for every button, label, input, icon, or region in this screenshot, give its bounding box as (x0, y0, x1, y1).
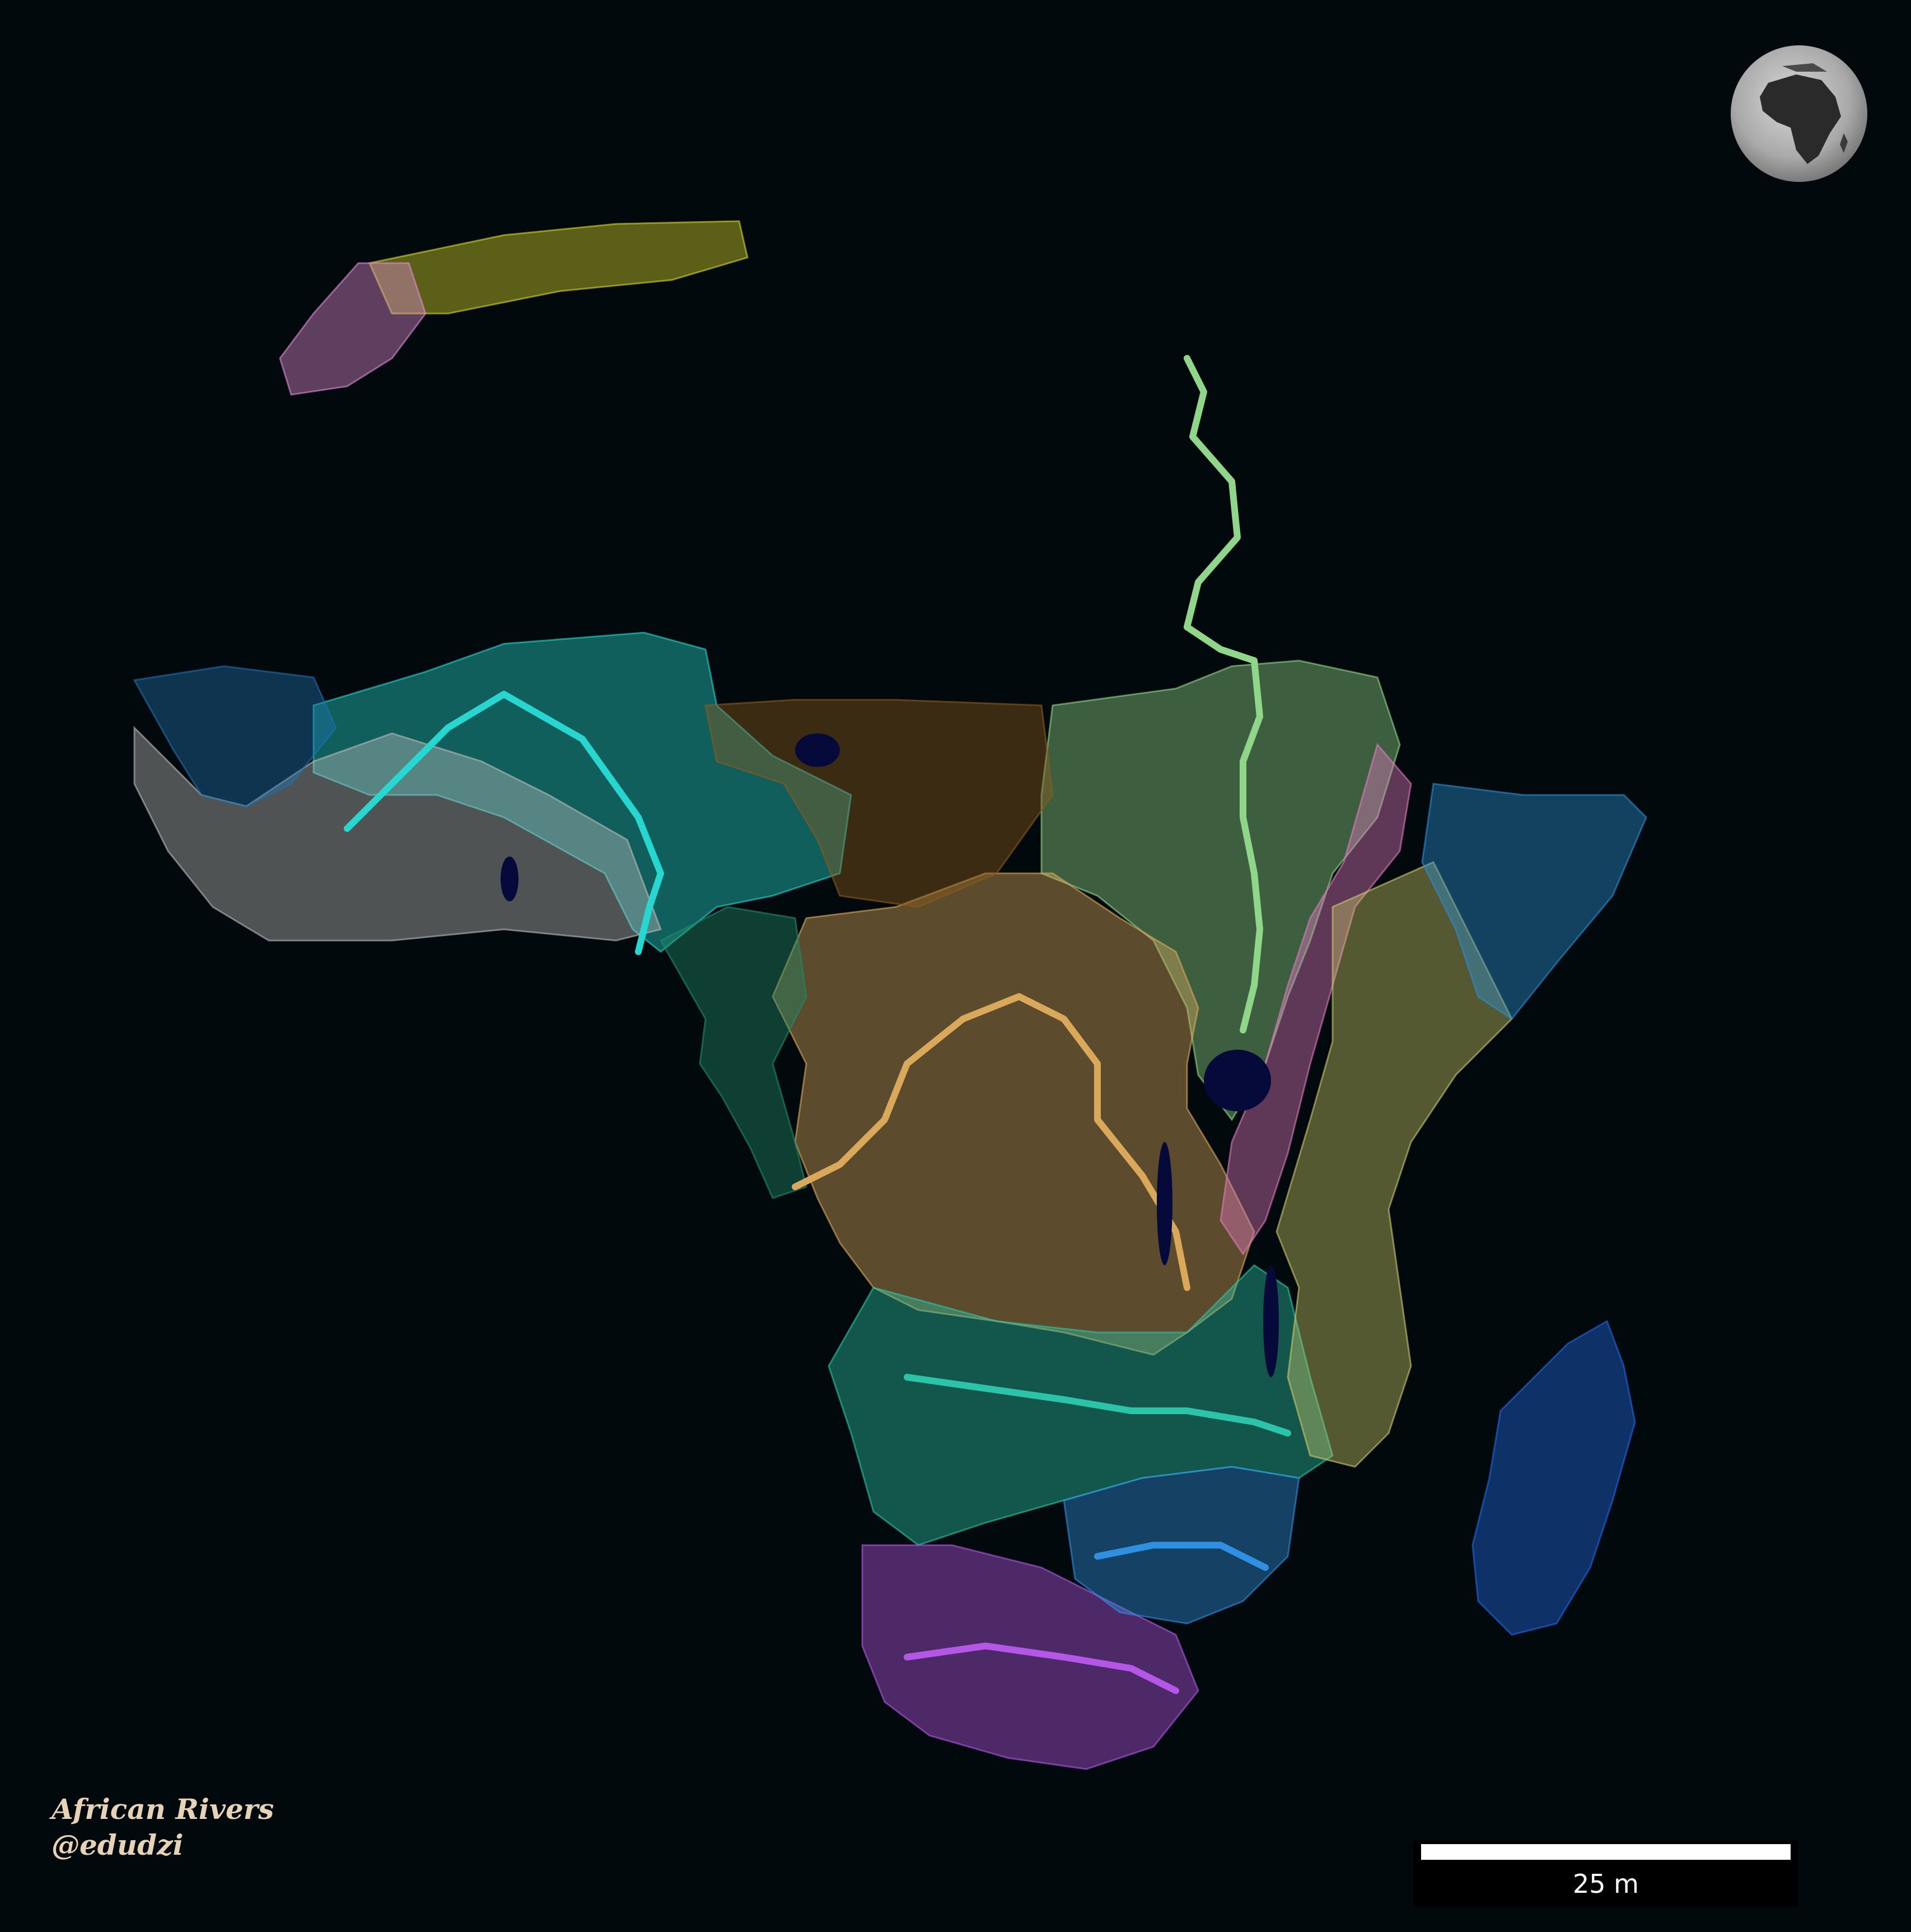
map-author: @edudzi (52, 1828, 184, 1861)
basin-lake-chad (704, 699, 1054, 908)
river-zambezi (904, 1374, 1291, 1437)
scale-bar-label: 25 m (1573, 1869, 1639, 1899)
basin-nile (1040, 659, 1401, 1121)
basin-orange (861, 1544, 1199, 1770)
basin-senegal (133, 665, 337, 807)
basin-congo (772, 872, 1255, 1356)
map-title: African Rivers (52, 1793, 274, 1826)
lake-victoria (1204, 1050, 1271, 1111)
river-niger (344, 691, 664, 955)
scale-bar-line (1421, 1844, 1791, 1860)
basin-niger (312, 631, 852, 953)
lake-volta (501, 857, 518, 901)
basin-atlas-west (279, 262, 427, 396)
earth-globe-icon (1729, 44, 1869, 184)
basin-east-coast (1275, 861, 1513, 1468)
basin-central-coast (659, 906, 807, 1199)
basin-atlas-north (368, 220, 749, 315)
river-nile (1184, 355, 1263, 1033)
basin-madagascar (1471, 1320, 1636, 1636)
scale-bar: 25 m (1413, 1841, 1798, 1907)
basin-west-coast (133, 726, 662, 942)
map-credit: African Rivers @edudzi (52, 1791, 274, 1863)
lake-malawi (1263, 1265, 1279, 1377)
lake-chad (795, 733, 840, 767)
river-congo (792, 993, 1190, 1291)
basin-horn (1421, 783, 1647, 1021)
basin-rift-valley (1220, 742, 1412, 1256)
lake-tanganyika (1157, 1142, 1172, 1265)
river-orange (904, 1643, 1179, 1694)
river-limpopo (1094, 1542, 1269, 1571)
